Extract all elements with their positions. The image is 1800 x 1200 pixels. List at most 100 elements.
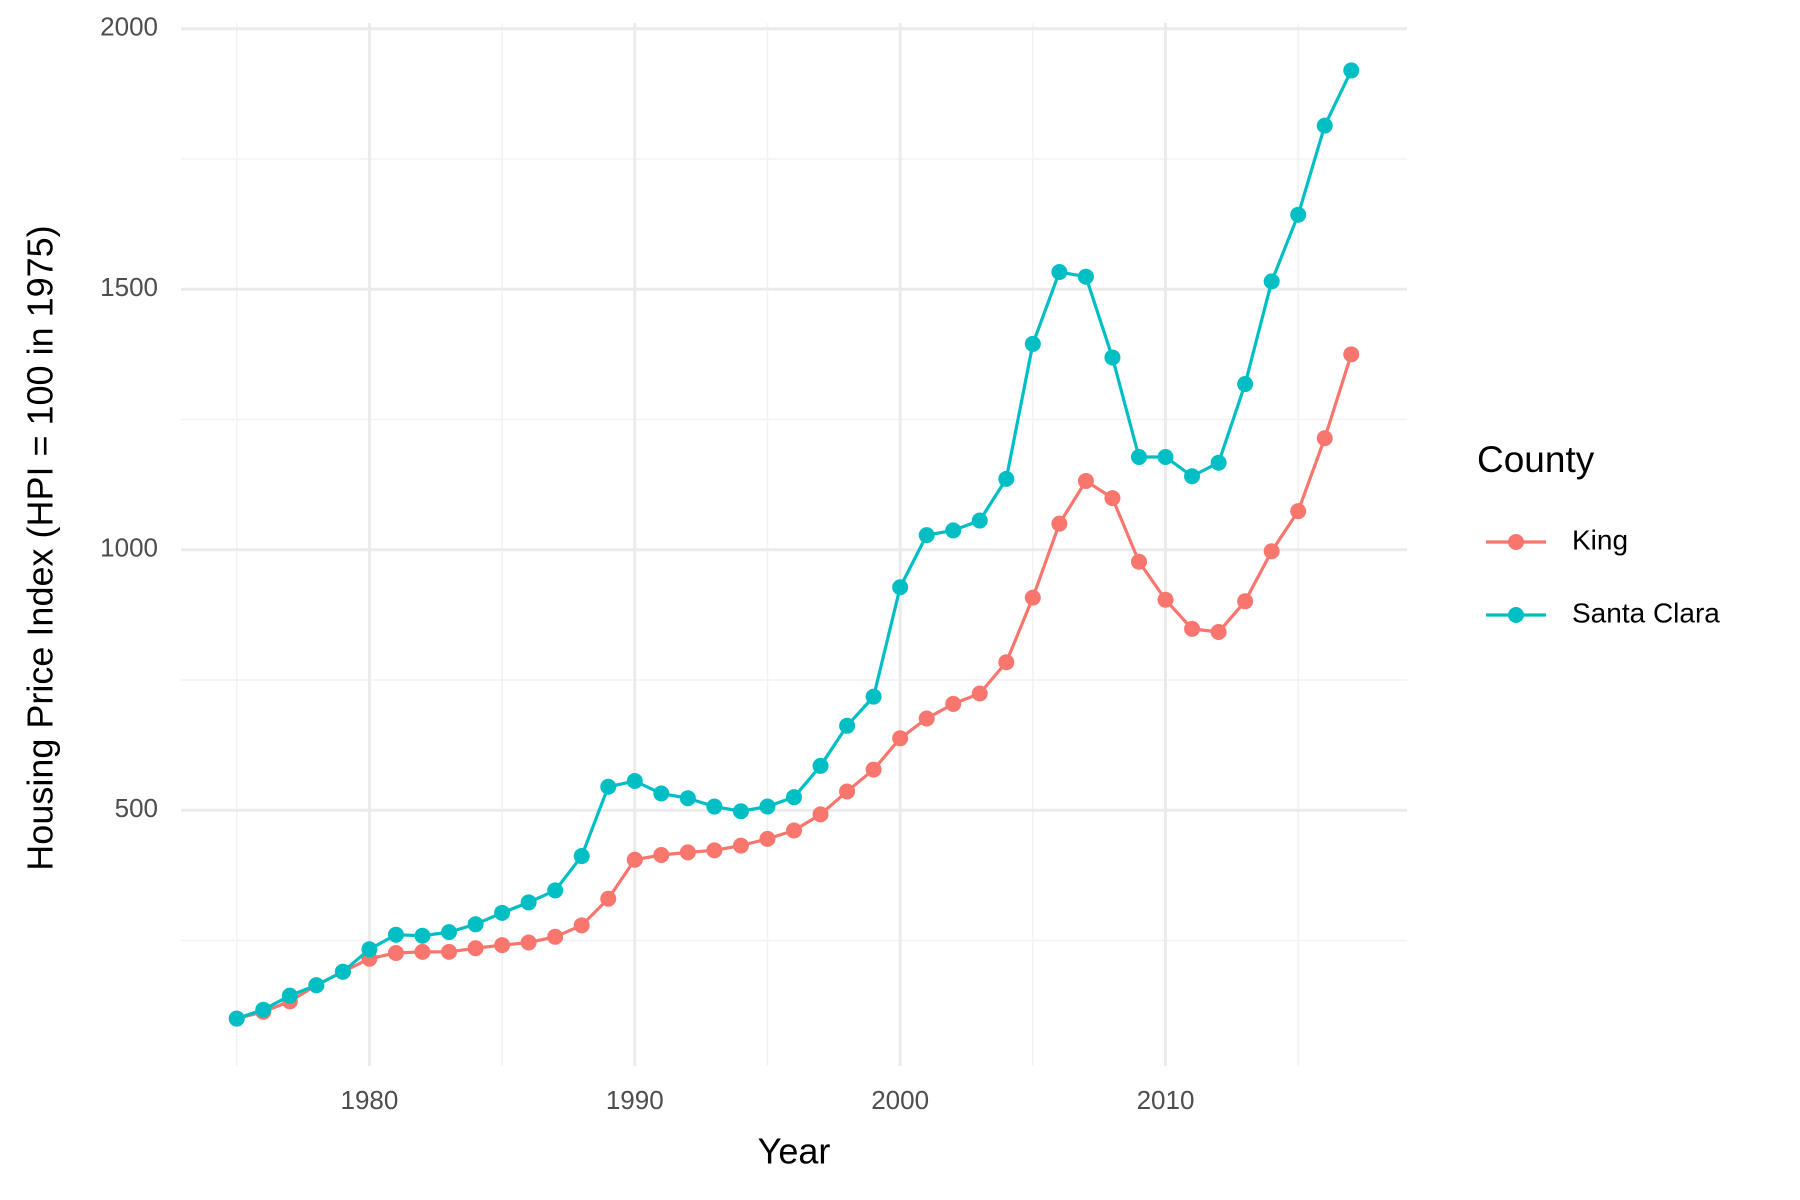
plot-marks <box>228 62 1360 1027</box>
legend-swatch <box>1508 607 1524 623</box>
data-point <box>361 941 378 958</box>
y-tick-label: 2000 <box>100 12 158 42</box>
data-point <box>1237 593 1254 610</box>
data-point <box>520 894 537 911</box>
data-point <box>494 904 511 921</box>
data-point <box>812 757 829 774</box>
data-point <box>1290 503 1307 520</box>
data-point <box>892 579 909 596</box>
data-point <box>1343 346 1360 363</box>
data-point <box>441 943 458 960</box>
data-point <box>971 685 988 702</box>
data-point <box>786 822 802 839</box>
data-point <box>228 1010 245 1027</box>
data-point <box>387 944 404 961</box>
data-point <box>1184 468 1201 485</box>
data-point <box>839 783 856 800</box>
legend-title: County <box>1477 439 1595 480</box>
x-tick-label: 1980 <box>340 1085 398 1115</box>
data-point <box>494 937 511 954</box>
data-point <box>892 730 909 747</box>
data-point <box>1316 430 1333 447</box>
data-point <box>520 934 537 951</box>
data-point <box>998 470 1015 487</box>
data-point <box>547 928 564 945</box>
data-point <box>1130 553 1147 570</box>
data-point <box>1077 472 1094 489</box>
data-point <box>1210 624 1227 641</box>
data-point <box>706 798 723 815</box>
data-point <box>1104 490 1121 507</box>
y-axis-title: Housing Price Index (HPI = 100 in 1975) <box>20 225 61 870</box>
data-point <box>1316 117 1333 134</box>
data-point <box>1051 515 1068 532</box>
data-point <box>732 837 749 854</box>
data-point <box>600 778 617 795</box>
y-tick-label: 1500 <box>100 272 158 302</box>
data-point <box>573 917 590 934</box>
data-point <box>1104 349 1121 366</box>
data-point <box>1184 620 1201 637</box>
data-point <box>759 830 776 847</box>
data-point <box>1157 591 1174 608</box>
data-point <box>653 847 670 864</box>
grid: 500 1000 1500 2000 1980 1990 2000 2010 <box>100 12 1407 1115</box>
data-point <box>255 1001 272 1018</box>
data-point <box>971 512 988 529</box>
data-point <box>1237 376 1254 393</box>
data-point <box>1263 273 1280 290</box>
data-point <box>626 773 643 790</box>
data-point <box>706 842 723 859</box>
data-point <box>441 924 458 941</box>
data-point <box>812 806 829 823</box>
x-axis-title: Year <box>758 1131 831 1172</box>
legend-label: King <box>1572 524 1628 555</box>
y-tick-label: 1000 <box>100 533 158 563</box>
data-point <box>334 963 351 980</box>
x-tick-label: 1990 <box>606 1085 664 1115</box>
y-tick-label: 500 <box>115 793 158 823</box>
legend: County King Santa Clara <box>1477 439 1720 629</box>
data-point <box>626 851 643 868</box>
data-point <box>679 790 696 807</box>
legend-label: Santa Clara <box>1572 597 1720 628</box>
data-point <box>600 890 617 907</box>
data-point <box>1051 264 1068 281</box>
data-point <box>1024 335 1041 352</box>
data-point <box>281 987 298 1004</box>
data-point <box>1157 448 1174 465</box>
data-point <box>918 710 935 727</box>
data-point <box>387 926 404 943</box>
data-point <box>732 803 749 820</box>
data-point <box>1210 454 1227 471</box>
data-point <box>759 798 776 815</box>
data-point <box>467 916 484 933</box>
data-point <box>1290 206 1307 223</box>
data-point <box>414 927 431 944</box>
data-point <box>1343 62 1360 79</box>
data-point <box>998 654 1015 671</box>
data-point <box>1263 543 1280 560</box>
data-point <box>573 848 590 865</box>
data-point <box>865 688 882 705</box>
data-point <box>1077 268 1094 285</box>
data-point <box>653 785 670 802</box>
data-point <box>679 844 696 861</box>
data-point <box>547 882 564 899</box>
legend-swatch <box>1508 534 1524 550</box>
data-point <box>308 977 325 994</box>
x-tick-label: 2010 <box>1137 1085 1195 1115</box>
data-point <box>467 940 484 957</box>
data-point <box>1130 448 1147 465</box>
data-point <box>918 527 935 544</box>
data-point <box>414 943 431 960</box>
data-point <box>945 695 962 712</box>
data-point <box>786 789 802 806</box>
data-point <box>865 761 882 778</box>
data-point <box>839 717 856 734</box>
data-point <box>1024 589 1041 606</box>
x-tick-label: 2000 <box>871 1085 929 1115</box>
data-point <box>945 522 962 539</box>
